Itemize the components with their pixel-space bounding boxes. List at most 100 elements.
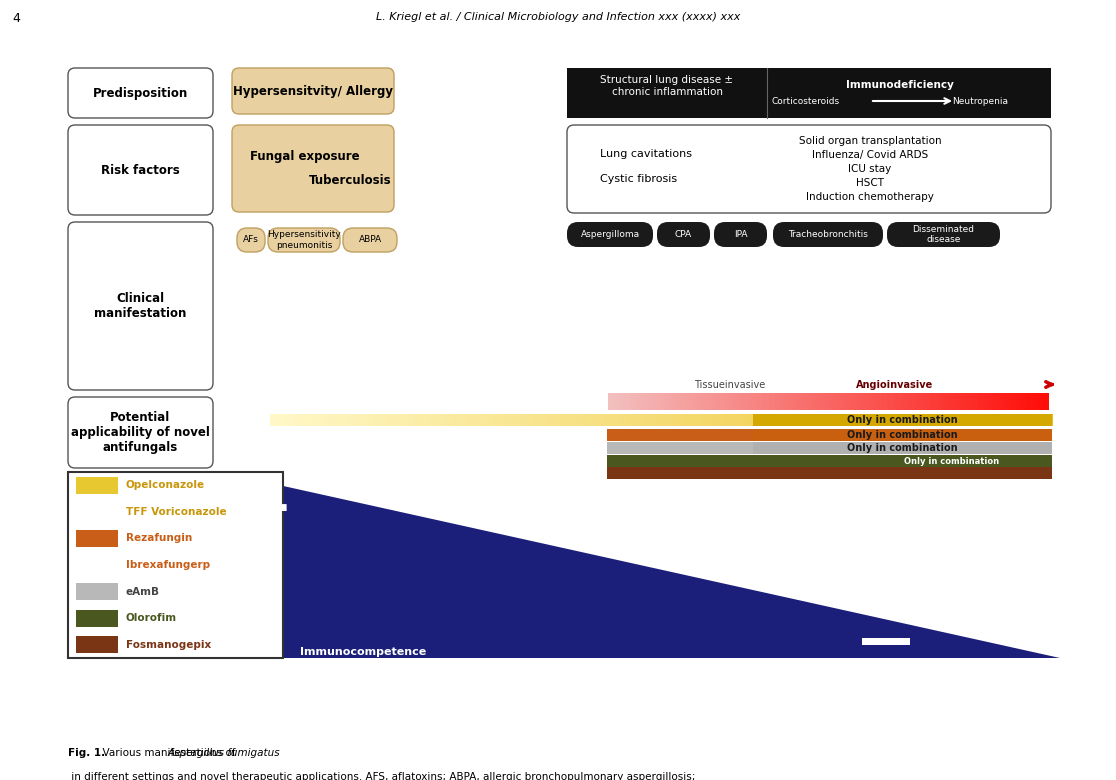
Text: L. Kriegl et al. / Clinical Microbiology and Infection xxx (xxxx) xxx: L. Kriegl et al. / Clinical Microbiology… [376, 12, 740, 22]
Bar [606, 414, 612, 426]
Bar [619, 393, 624, 410]
Bar [610, 393, 615, 410]
Bar [478, 414, 482, 426]
Bar [607, 467, 1052, 479]
Bar [473, 414, 479, 426]
Text: Disseminated
disease: Disseminated disease [913, 225, 974, 244]
Bar [368, 414, 373, 426]
Bar [731, 393, 735, 410]
Bar [1013, 414, 1018, 426]
Bar [801, 393, 806, 410]
Bar [776, 393, 779, 410]
Bar [752, 393, 756, 410]
Bar [753, 429, 1052, 441]
Bar [816, 393, 820, 410]
Bar [767, 393, 770, 410]
Bar [713, 393, 718, 410]
Text: Immunocompetence: Immunocompetence [300, 647, 426, 657]
Bar [423, 414, 427, 426]
Bar [407, 414, 412, 426]
Text: AFs: AFs [243, 236, 259, 244]
Bar [384, 414, 388, 426]
Bar [958, 393, 961, 410]
Bar [760, 393, 764, 410]
Bar [946, 414, 951, 426]
FancyBboxPatch shape [68, 222, 213, 390]
Bar [415, 414, 420, 426]
Bar [978, 414, 982, 426]
Bar [763, 393, 768, 410]
Bar [278, 414, 282, 426]
Bar [1006, 414, 1010, 426]
Bar [297, 414, 302, 426]
Bar [657, 393, 662, 410]
Bar [628, 393, 633, 410]
Bar [614, 414, 619, 426]
Bar [884, 393, 887, 410]
Bar [962, 414, 966, 426]
Bar [767, 414, 771, 426]
Bar [645, 414, 651, 426]
Bar [822, 393, 826, 410]
Bar [731, 414, 737, 426]
Bar [954, 393, 958, 410]
Bar [747, 414, 752, 426]
Bar [893, 393, 896, 410]
Bar [716, 393, 721, 410]
Bar [772, 393, 777, 410]
Bar [805, 393, 808, 410]
Bar [778, 393, 782, 410]
Text: CPA: CPA [675, 230, 692, 239]
Bar [990, 414, 994, 426]
Text: Olorofim: Olorofim [126, 613, 177, 623]
Bar [623, 393, 626, 410]
Bar [679, 393, 682, 410]
Bar [540, 414, 545, 426]
Bar [670, 393, 674, 410]
Bar [762, 414, 768, 426]
Bar [699, 393, 703, 410]
Bar [821, 414, 826, 426]
Bar [583, 414, 588, 426]
Bar [878, 393, 882, 410]
Bar [634, 414, 638, 426]
Bar [966, 414, 971, 426]
Bar [286, 414, 290, 426]
Bar [799, 393, 802, 410]
Bar [739, 414, 744, 426]
Bar [814, 414, 818, 426]
Bar [925, 393, 929, 410]
Bar [551, 414, 557, 426]
Bar [959, 414, 963, 426]
Bar [340, 414, 345, 426]
FancyBboxPatch shape [68, 68, 213, 118]
Bar [745, 393, 750, 410]
Bar [720, 414, 724, 426]
Bar [1032, 414, 1038, 426]
Bar [684, 414, 690, 426]
Text: Influenza/ Covid ARDS: Influenza/ Covid ARDS [811, 150, 929, 160]
Bar [643, 393, 647, 410]
Bar [856, 414, 862, 426]
Bar [1037, 393, 1040, 410]
FancyBboxPatch shape [887, 222, 1000, 247]
FancyBboxPatch shape [657, 222, 710, 247]
Bar [809, 414, 815, 426]
Bar [749, 393, 752, 410]
Bar [617, 393, 620, 410]
Bar [705, 393, 709, 410]
Bar [497, 414, 502, 426]
Bar [737, 393, 741, 410]
Text: Risk factors: Risk factors [100, 164, 180, 176]
Bar [1021, 414, 1026, 426]
Bar [965, 393, 970, 410]
Bar [963, 393, 966, 410]
Bar [632, 393, 635, 410]
Bar [458, 414, 463, 426]
Bar [675, 393, 680, 410]
Bar [792, 393, 797, 410]
Bar [743, 414, 748, 426]
Text: Ibrexafungerp: Ibrexafungerp [126, 560, 210, 570]
Bar [920, 414, 924, 426]
Bar [1021, 393, 1026, 410]
